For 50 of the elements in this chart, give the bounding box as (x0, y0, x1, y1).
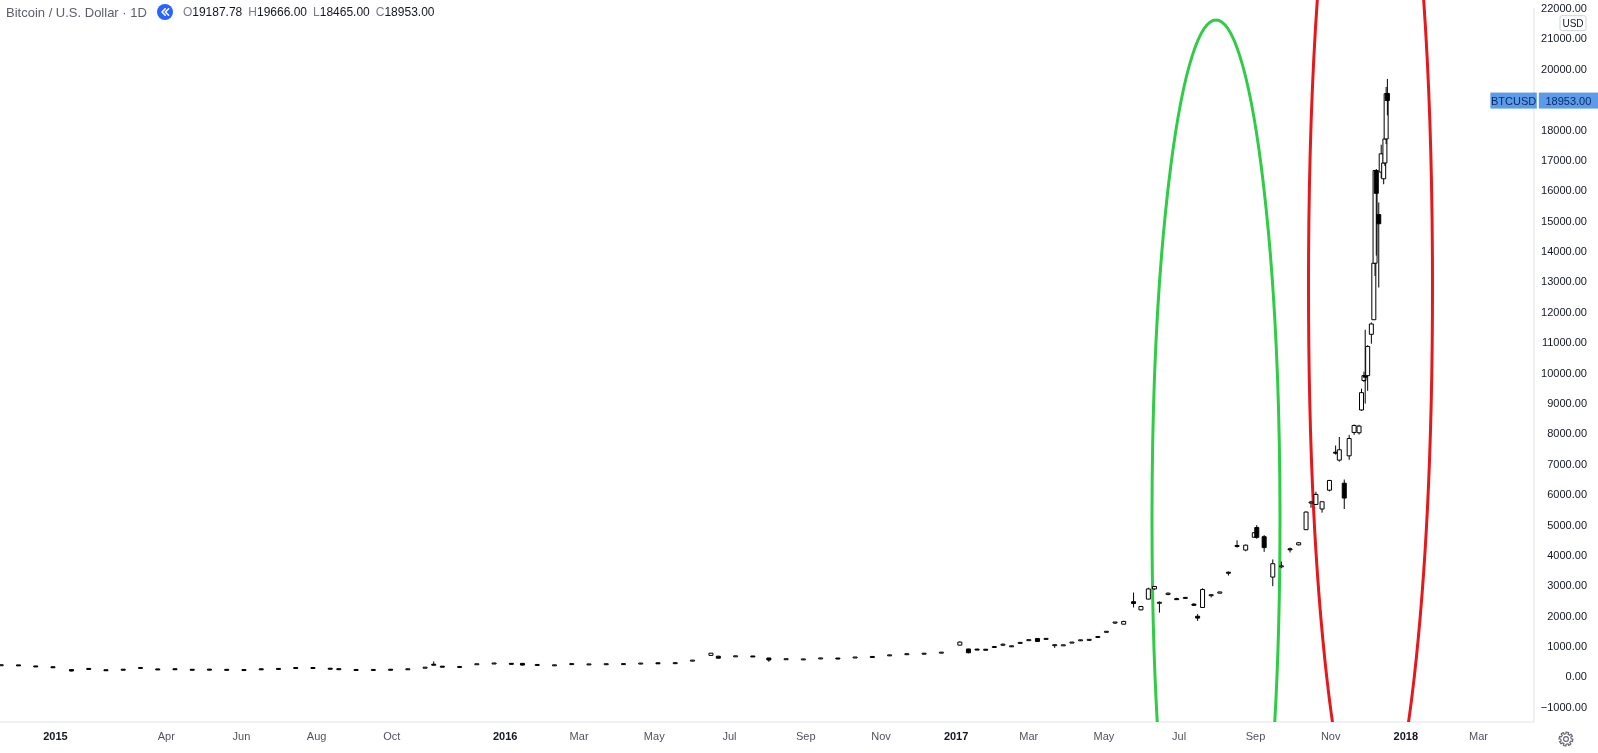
y-tick-label: 13000.00 (1541, 275, 1587, 288)
x-tick-label: May (643, 730, 666, 742)
x-tick-label: Mar (1469, 730, 1489, 742)
y-tick-label: 7000.00 (1547, 457, 1587, 470)
annotation: BTCUSD (1490, 94, 1537, 107)
x-tick-label: Oct (383, 730, 401, 742)
annotation: L18465.00 (313, 5, 370, 19)
x-tick-label: 2017 (943, 730, 969, 742)
y-tick-label: 5000.00 (1547, 518, 1587, 531)
y-tick-label: 1000.00 (1547, 640, 1587, 653)
y-tick-label: 14000.00 (1541, 245, 1587, 258)
y-tick-label: 2000.00 (1547, 609, 1587, 622)
text: 18953.00 (1545, 94, 1592, 107)
x-tick-label: Sep (1245, 730, 1266, 742)
x-tick-label: Jul (1172, 730, 1187, 742)
x-tick-label: 2015 (43, 730, 68, 742)
x-tick-label: Jul (722, 730, 737, 742)
x-tick-label: Sep (796, 730, 816, 742)
x-tick-label: May (1093, 730, 1115, 742)
y-tick-label: 4000.00 (1547, 548, 1587, 561)
annotation: C18953.00 (375, 5, 435, 19)
y-tick-label: −1000.00 (1540, 700, 1587, 713)
y-tick-label: 12000.00 (1541, 305, 1587, 318)
y-tick-label: 9000.00 (1547, 396, 1587, 409)
y-tick-label: 3000.00 (1547, 579, 1587, 592)
x-tick-label: Mar (569, 730, 589, 742)
y-tick-label: 20000.00 (1541, 62, 1587, 75)
x-tick-label: Mar (1019, 730, 1039, 742)
chart-title: Bitcoin / U.S. Dollar · 1D (6, 4, 147, 20)
y-tick-label: 16000.00 (1541, 184, 1587, 197)
x-tick-label: Jun (232, 730, 251, 742)
x-tick-label: Nov (871, 730, 892, 742)
y-tick-label: 10000.00 (1541, 366, 1587, 379)
y-tick-label: 11000.00 (1541, 336, 1587, 349)
x-tick-label: 2018 (1393, 730, 1419, 742)
y-tick-label: 17000.00 (1541, 153, 1587, 166)
x-tick-label: Aug (306, 730, 327, 742)
y-tick-label: 22000.00 (1541, 2, 1587, 14)
x-tick-label: 2016 (492, 730, 518, 742)
annotation: O19187.78 (182, 5, 243, 19)
y-tick-label: 15000.00 (1541, 214, 1587, 227)
y-tick-label: 18000.00 (1541, 123, 1587, 136)
y-tick-label: 21000.00 (1541, 32, 1587, 45)
y-tick-label: 0.00 (1565, 670, 1587, 683)
x-tick-label: Nov (1320, 730, 1341, 742)
y-tick-label: 6000.00 (1547, 488, 1587, 501)
y-tick-label: 8000.00 (1547, 427, 1587, 440)
y-axis-title: USD (1562, 17, 1584, 29)
x-tick-label: Apr (157, 730, 176, 742)
annotation: H19666.00 (248, 5, 308, 19)
